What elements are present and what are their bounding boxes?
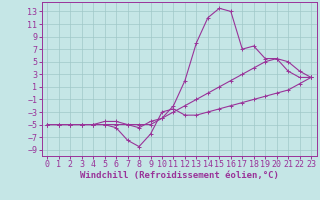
X-axis label: Windchill (Refroidissement éolien,°C): Windchill (Refroidissement éolien,°C) — [80, 171, 279, 180]
